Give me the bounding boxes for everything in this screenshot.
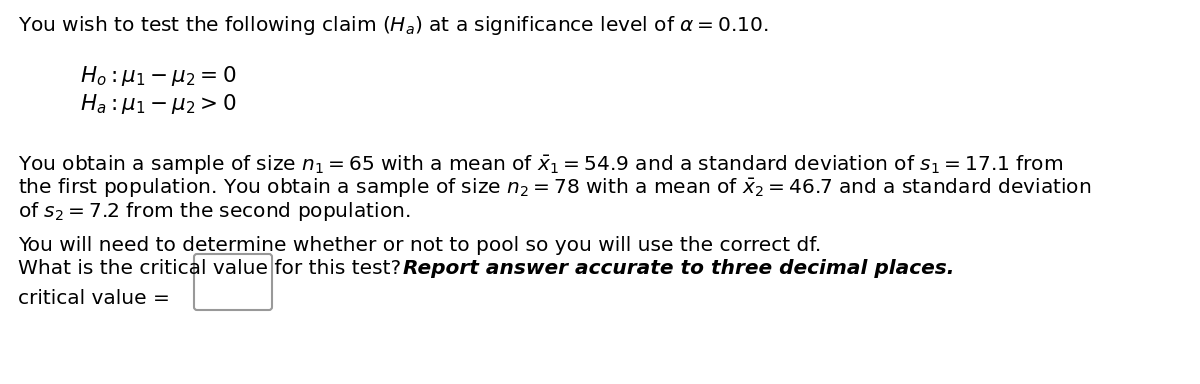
Text: critical value =: critical value = [18,289,170,308]
FancyBboxPatch shape [194,254,272,310]
Text: the first population. You obtain a sample of size $n_2 = 78$ with a mean of $\ba: the first population. You obtain a sampl… [18,177,1091,200]
Text: $H_o:\mu_1 - \mu_2 = 0$: $H_o:\mu_1 - \mu_2 = 0$ [80,64,236,88]
Text: You obtain a sample of size $n_1 = 65$ with a mean of $\bar{x}_1 = 54.9$ and a s: You obtain a sample of size $n_1 = 65$ w… [18,154,1063,177]
Text: of $s_2 = 7.2$ from the second population.: of $s_2 = 7.2$ from the second populatio… [18,200,410,223]
Text: You wish to test the following claim $(H_a)$ at a significance level of $\alpha : You wish to test the following claim $(H… [18,14,769,37]
Text: What is the critical value for this test?: What is the critical value for this test… [18,259,408,278]
Text: You will need to determine whether or not to pool so you will use the correct df: You will need to determine whether or no… [18,236,821,255]
Text: $H_a:\mu_1 - \mu_2 > 0$: $H_a:\mu_1 - \mu_2 > 0$ [80,92,236,116]
Text: Report answer accurate to three decimal places.: Report answer accurate to three decimal … [403,259,954,278]
